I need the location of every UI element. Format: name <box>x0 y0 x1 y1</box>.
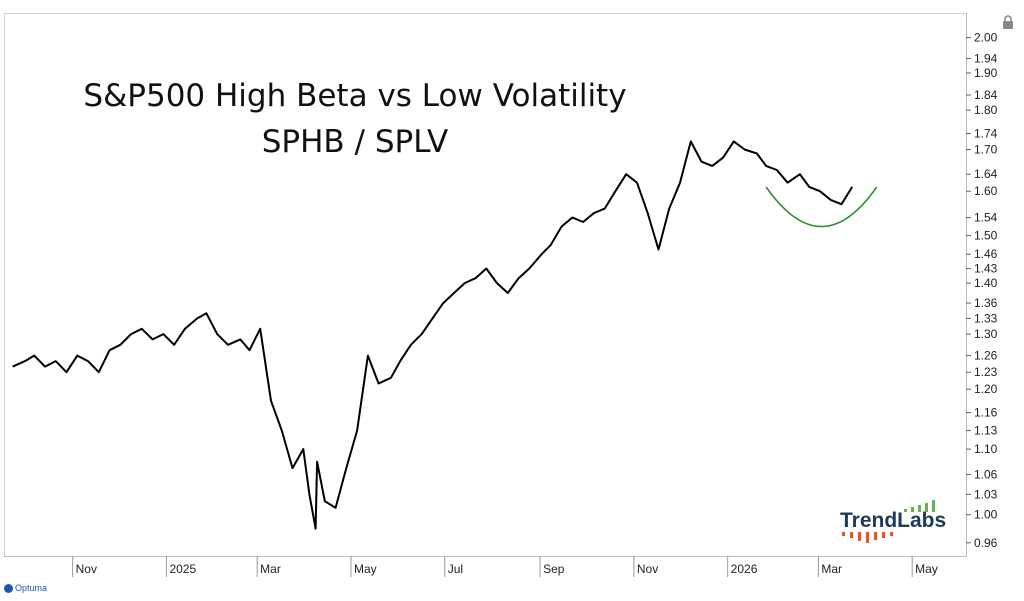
y-tick-label: 1.46 <box>974 247 998 261</box>
y-tick-label: 1.36 <box>974 296 998 310</box>
x-tick-label: 2025 <box>169 562 196 576</box>
y-tick-label: 1.80 <box>974 103 998 117</box>
y-tick-label: 1.13 <box>974 424 998 438</box>
y-tick-label: 1.64 <box>974 167 998 181</box>
logo-bar-up <box>918 505 921 512</box>
trendlabs-logo: TrendLabs <box>840 500 946 543</box>
chart-subtitle: SPHB / SPLV <box>262 124 449 160</box>
y-tick-label: 1.74 <box>974 126 998 140</box>
y-tick-label: 1.00 <box>974 508 998 522</box>
y-tick-label: 1.70 <box>974 142 998 156</box>
chart-title: S&P500 High Beta vs Low Volatility <box>83 78 626 114</box>
lock-icon[interactable] <box>1003 15 1013 29</box>
y-tick-label: 1.90 <box>974 66 998 80</box>
logo-bar-down <box>842 532 845 536</box>
logo-bars-down <box>842 532 893 543</box>
x-tick-label: Jul <box>448 562 463 576</box>
y-tick-label: 1.84 <box>974 88 998 102</box>
logo-text: TrendLabs <box>840 509 946 532</box>
y-tick-label: 1.16 <box>974 406 998 420</box>
optuma-label: Optuma <box>15 583 48 593</box>
y-tick-label: 1.20 <box>974 382 998 396</box>
logo-bar-down <box>866 532 869 543</box>
y-tick-label: 0.96 <box>974 536 998 550</box>
x-tick-label: Sep <box>543 562 565 576</box>
y-tick-label: 1.33 <box>974 311 998 325</box>
logo-bars-up <box>904 500 935 512</box>
optuma-icon <box>4 583 13 593</box>
x-tick-label: Mar <box>821 562 842 576</box>
y-tick-label: 1.30 <box>974 327 998 341</box>
annotation-arc <box>765 186 878 228</box>
logo-bar-down <box>882 532 885 538</box>
logo-bar-down <box>874 532 877 540</box>
series-line <box>12 140 854 530</box>
y-tick-label: 1.43 <box>974 262 998 276</box>
annotation-layer <box>765 186 878 228</box>
logo-bar-up <box>932 500 935 512</box>
y-tick-label: 1.06 <box>974 468 998 482</box>
y-tick-label: 2.00 <box>974 31 998 45</box>
x-tick-label: Mar <box>260 562 281 576</box>
logo-bar-down <box>850 532 853 538</box>
x-tick-label: May <box>354 562 377 576</box>
y-tick-label: 1.23 <box>974 365 998 379</box>
series-layer <box>12 140 854 530</box>
y-tick-label: 1.94 <box>974 52 998 66</box>
logo-bar-down <box>858 532 861 541</box>
logo-bar-down <box>890 532 893 536</box>
logo-bar-up <box>904 509 907 512</box>
x-tick-label: 2026 <box>731 562 758 576</box>
y-tick-label: 1.03 <box>974 487 998 501</box>
y-tick-label: 1.60 <box>974 184 998 198</box>
y-tick-label: 1.50 <box>974 229 998 243</box>
y-axis-ticks: 2.00 1.941.90 1.841.80 1.74 1.70 1.64 1.60 1.54… <box>966 31 998 550</box>
logo-bar-up <box>925 503 928 512</box>
plot-area <box>4 13 967 557</box>
x-tick-label: Nov <box>637 562 658 576</box>
y-tick-label: 1.54 <box>974 211 998 225</box>
y-tick-label: 1.26 <box>974 349 998 363</box>
x-tick-label: May <box>915 562 938 576</box>
optuma-logo: Optuma <box>4 583 47 593</box>
x-axis-ticks: Nov 2025 Mar May Jul Sep Nov 2026 Mar May <box>72 556 938 577</box>
y-tick-label: 1.10 <box>974 442 998 456</box>
y-tick-label: 1.40 <box>974 276 998 290</box>
x-tick-label: Nov <box>76 562 97 576</box>
logo-bar-up <box>911 507 914 512</box>
